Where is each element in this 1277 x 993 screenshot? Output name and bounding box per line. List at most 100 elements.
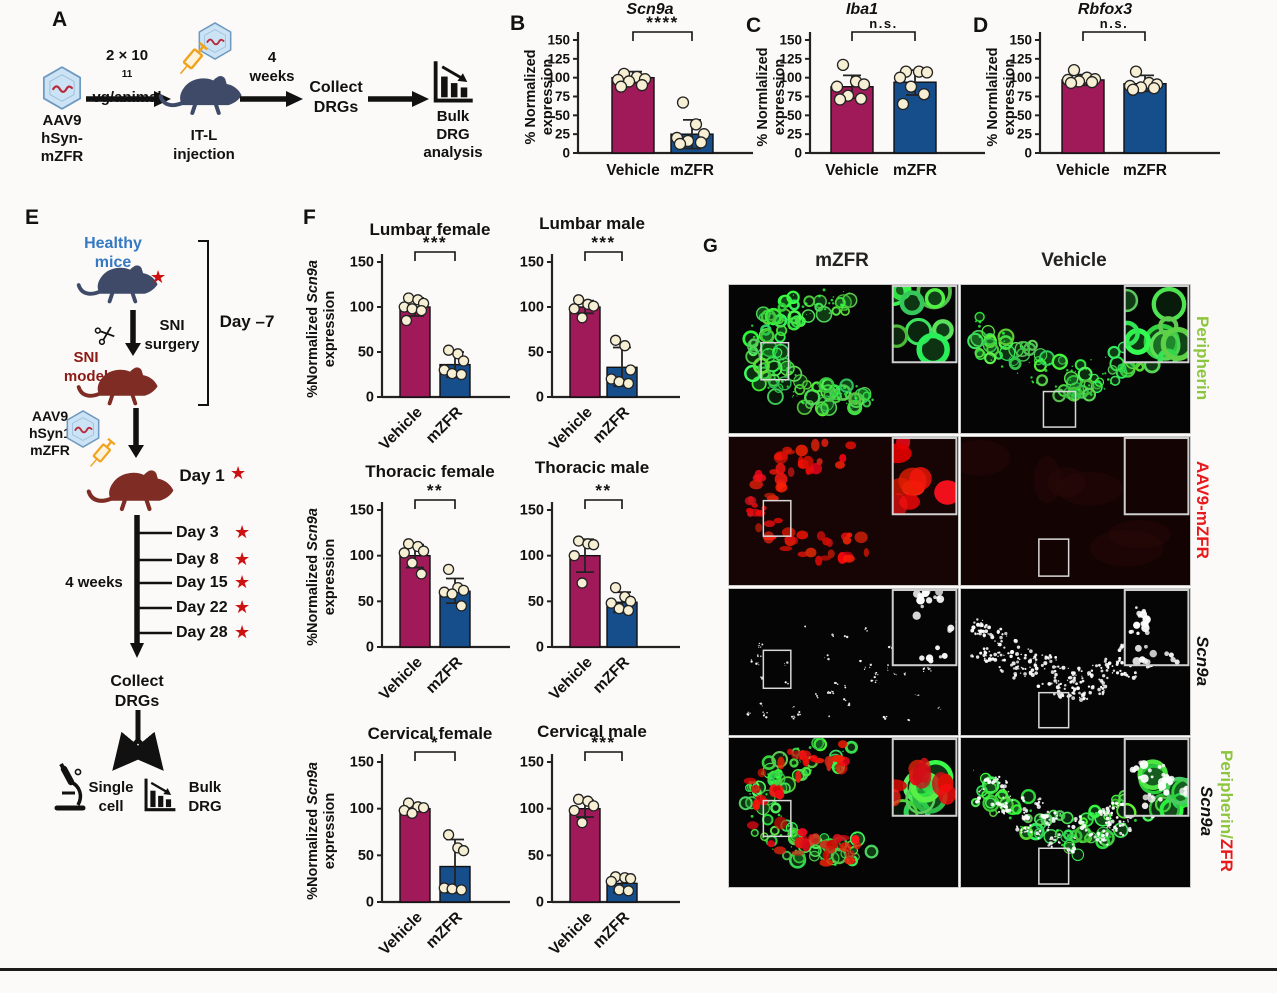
svg-text:50: 50 [1017, 108, 1032, 123]
svg-text:50: 50 [555, 108, 570, 123]
branch-arrows [112, 710, 164, 771]
svg-text:Vehicle: Vehicle [546, 909, 596, 959]
microscope-icon [54, 763, 86, 811]
svg-text:75: 75 [787, 89, 803, 104]
figure-bottom-border [0, 968, 1277, 971]
micrograph-mzfr-peripherin [728, 284, 959, 434]
svg-text:mZFR: mZFR [590, 404, 633, 447]
svg-text:50: 50 [528, 594, 544, 610]
chart-tm-title: Thoracic male [534, 458, 650, 477]
collect-drgs-label: Collect DRGs [309, 79, 363, 116]
svg-text:25: 25 [787, 127, 803, 142]
f-row1-ylabel: %NormalizedScn9a expression [305, 260, 338, 398]
svg-text:100: 100 [520, 801, 544, 817]
svg-text:100: 100 [520, 548, 544, 564]
svg-text:Vehicle: Vehicle [606, 162, 660, 179]
svg-text:0: 0 [794, 146, 802, 161]
duration-label: 4 weeks [249, 49, 295, 85]
svg-text:50: 50 [358, 345, 374, 361]
single-cell-label: Single cell [88, 779, 134, 815]
svg-text:150: 150 [520, 255, 544, 271]
svg-text:Vehicle: Vehicle [376, 909, 426, 959]
svg-text:50: 50 [528, 848, 544, 864]
injection-label: IT-L injection [173, 127, 235, 163]
svg-text:150: 150 [520, 755, 544, 771]
svg-text:100: 100 [1009, 70, 1032, 85]
svg-text:100: 100 [547, 70, 570, 85]
svg-text:0: 0 [536, 390, 544, 406]
svg-text:150: 150 [350, 755, 374, 771]
star-icon: ★ [234, 549, 251, 569]
g-row4-label: Peripherin/ZFR Scn9a [1197, 750, 1236, 872]
svg-text:mZFR: mZFR [590, 909, 633, 952]
chart-tf-title: Thoracic female [365, 462, 495, 481]
svg-text:50: 50 [528, 345, 544, 361]
svg-text:150: 150 [1009, 33, 1032, 48]
svg-text:0: 0 [366, 390, 374, 406]
star-icon: ★ [234, 572, 251, 592]
svg-text:Vehicle: Vehicle [376, 654, 426, 704]
svg-text:125: 125 [1009, 51, 1032, 66]
micrograph-vehicle-merge [960, 737, 1191, 888]
svg-text:***: *** [591, 733, 615, 752]
chart-d-title: Rbfox3 [1077, 1, 1133, 18]
star-icon: ★ [234, 522, 251, 542]
svg-text:50: 50 [358, 848, 374, 864]
f-row2-ylabel: %NormalizedScn9a expression [305, 508, 338, 646]
timeline-day22: Day 22 [176, 599, 228, 616]
timeline-day15: Day 15 [176, 574, 228, 591]
panel-b-label: B [510, 12, 526, 35]
chart-d: 0 25 50 75 100 125 150 Vehicle mZFR n.s. [1009, 16, 1220, 179]
panel-g-label: G [703, 236, 718, 257]
svg-text:Vehicle: Vehicle [1056, 162, 1110, 179]
arrow-down-icon [128, 408, 144, 458]
svg-text:***: *** [591, 233, 615, 252]
chart-cf-title: Cervical female [367, 724, 493, 743]
panel-c-label: C [746, 14, 762, 37]
mouse-icon [158, 76, 242, 115]
sni-surgery-label: SNI surgery [144, 317, 200, 353]
g-row2-label: AAV9-mZFR [1193, 461, 1212, 559]
aav9-hsyn1-label: AAV9 hSyn1 mZFR [28, 408, 71, 458]
chart-c-title: Iba1 [845, 1, 878, 18]
virus-icon [42, 66, 82, 110]
g-row3-label: Scn9a [1193, 635, 1212, 687]
svg-text:150: 150 [350, 503, 374, 519]
timeline-day28: Day 28 [176, 624, 228, 641]
svg-text:mZFR: mZFR [423, 654, 466, 697]
chart-cm-title: Cervical male [537, 722, 647, 741]
bar-chart-icon [144, 778, 176, 812]
chart-c: 0 25 50 75 100 125 150 Vehicle mZFR n.s. [779, 16, 985, 179]
micrograph-mzfr-aav9 [728, 436, 959, 586]
svg-text:Vehicle: Vehicle [546, 404, 596, 454]
svg-text:50: 50 [358, 594, 374, 610]
micrograph-mzfr-merge [728, 737, 959, 888]
svg-text:***: *** [423, 233, 447, 252]
chart-lm-title: Lumbar male [539, 214, 645, 233]
micrograph-vehicle-peripherin [960, 284, 1191, 434]
panel-d-label: D [973, 14, 989, 37]
collect-drgs-label: Collect DRGs [110, 673, 164, 710]
timeline-day8: Day 8 [176, 551, 219, 568]
star-icon: ★ [150, 267, 167, 287]
svg-text:Vehicle: Vehicle [825, 162, 879, 179]
timeline [130, 515, 172, 658]
bar-chart-icon [433, 61, 473, 103]
svg-text:*: * [431, 733, 439, 752]
svg-text:125: 125 [547, 51, 570, 66]
chart-b: 0 25 50 75 100 125 150 Vehicle mZFR **** [547, 13, 753, 179]
svg-text:100: 100 [350, 801, 374, 817]
svg-text:50: 50 [787, 108, 802, 123]
micrograph-vehicle-aav9 [960, 436, 1191, 586]
day1-label: Day 1 [179, 466, 225, 485]
svg-text:**: ** [427, 481, 443, 500]
svg-text:Vehicle: Vehicle [376, 404, 426, 454]
syringe-icon [179, 42, 209, 75]
svg-text:Vehicle: Vehicle [546, 654, 596, 704]
four-weeks-label: 4 weeks [65, 574, 123, 591]
syringe-icon [90, 437, 116, 467]
